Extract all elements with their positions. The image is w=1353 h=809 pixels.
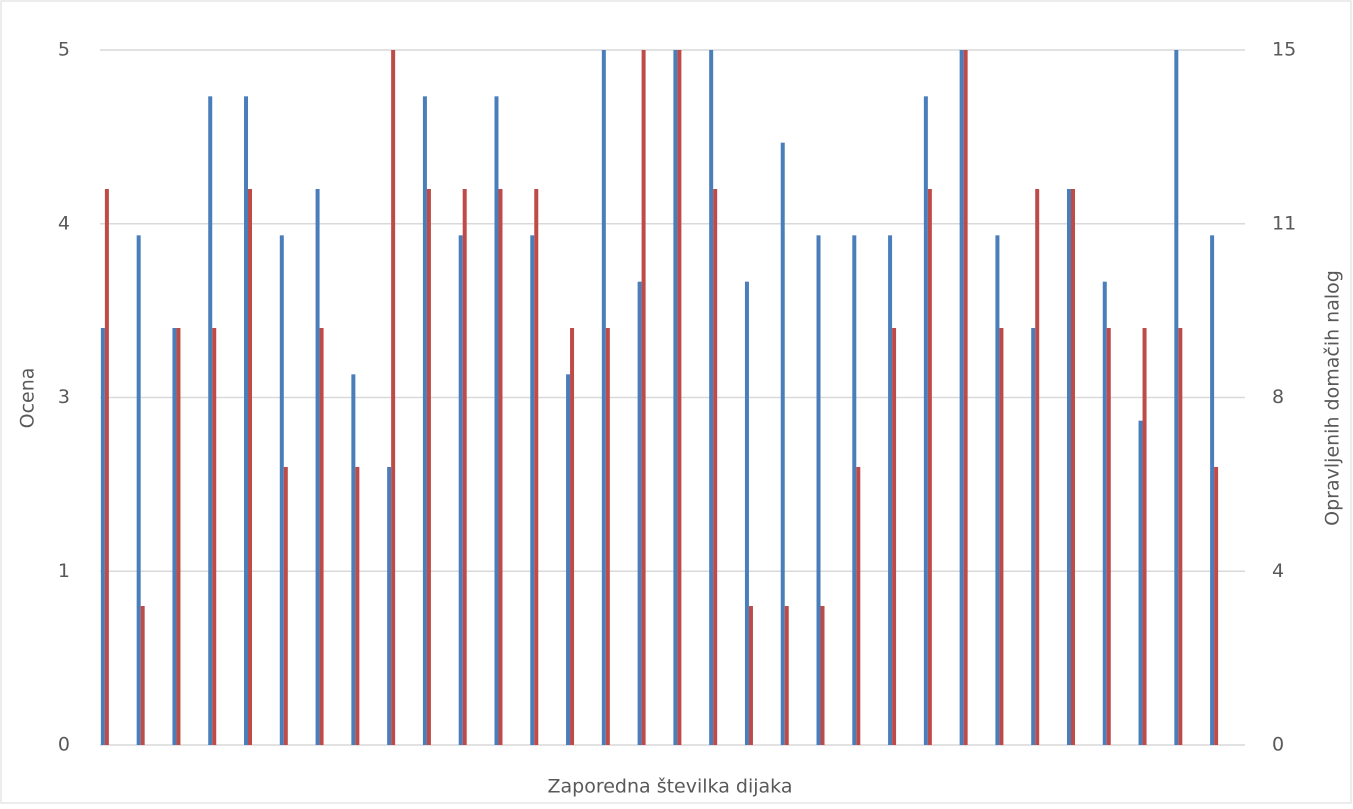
- y-tick-label: 4: [58, 212, 70, 234]
- bar: [212, 328, 217, 745]
- bar: [784, 606, 789, 745]
- bar: [995, 235, 1000, 746]
- y2-tick-label: 15: [1272, 39, 1296, 61]
- bar: [458, 235, 463, 746]
- bar: [104, 189, 109, 745]
- bar: [498, 189, 503, 745]
- bar: [748, 606, 753, 745]
- bar: [534, 189, 539, 745]
- bar: [1035, 189, 1040, 745]
- bar: [426, 189, 431, 745]
- bar: [315, 189, 320, 745]
- bar: [1210, 235, 1215, 746]
- bar: [1066, 189, 1071, 745]
- bar: [892, 328, 897, 745]
- bar: [319, 328, 324, 745]
- bar: [1142, 328, 1147, 745]
- bar: [279, 235, 284, 746]
- bar: [462, 189, 467, 745]
- bar: [601, 50, 606, 745]
- bar: [999, 328, 1004, 745]
- bar: [713, 189, 718, 745]
- y-tick-label: 1: [58, 560, 70, 582]
- bar: [422, 96, 427, 746]
- bar: [963, 50, 968, 745]
- bar: [208, 96, 213, 746]
- bar: [140, 606, 145, 745]
- bar: [673, 50, 678, 745]
- bar: [856, 467, 861, 745]
- bar: [820, 606, 825, 745]
- bar: [1031, 328, 1036, 745]
- bar: [1102, 281, 1107, 745]
- bar: [1070, 189, 1075, 745]
- bar: [244, 96, 249, 746]
- bar: [637, 281, 642, 745]
- bar: [605, 328, 610, 745]
- bar: [709, 50, 714, 745]
- y2-tick-label: 8: [1272, 386, 1284, 408]
- bar: [172, 328, 177, 745]
- bar: [816, 235, 821, 746]
- bar: [959, 50, 964, 745]
- y2-tick-label: 4: [1272, 560, 1284, 582]
- y2-tick-label: 11: [1272, 212, 1296, 234]
- bar: [641, 50, 646, 745]
- bar: [387, 467, 392, 745]
- bar: [176, 328, 181, 745]
- bar: [136, 235, 141, 746]
- bar: [677, 50, 682, 745]
- bar: [888, 235, 893, 746]
- y-tick-label: 5: [58, 39, 70, 61]
- bar: [355, 467, 360, 745]
- bar: [1138, 420, 1143, 745]
- bar: [570, 328, 575, 745]
- bar: [351, 374, 356, 745]
- bar: [780, 142, 785, 745]
- y2-tick-label: 0: [1272, 734, 1284, 756]
- y-axis-title: Ocena: [17, 368, 39, 429]
- bar: [100, 328, 105, 745]
- bar: [248, 189, 253, 745]
- bar: [494, 96, 499, 746]
- bar: [530, 235, 535, 746]
- bar: [283, 467, 288, 745]
- bar: [1106, 328, 1111, 745]
- bar: [923, 96, 928, 746]
- y-tick-label: 3: [58, 386, 70, 408]
- bar: [391, 50, 396, 745]
- bar: [1178, 328, 1183, 745]
- y-tick-label: 0: [58, 734, 70, 756]
- bar: [852, 235, 857, 746]
- bar: [1174, 50, 1179, 745]
- y2-axis-title: Opravljenih domačih nalog: [1322, 270, 1344, 526]
- x-axis-title: Zaporedna številka dijaka: [548, 776, 793, 798]
- bar: [1214, 467, 1219, 745]
- bar: [744, 281, 749, 745]
- bar: [927, 189, 932, 745]
- bar: [566, 374, 571, 745]
